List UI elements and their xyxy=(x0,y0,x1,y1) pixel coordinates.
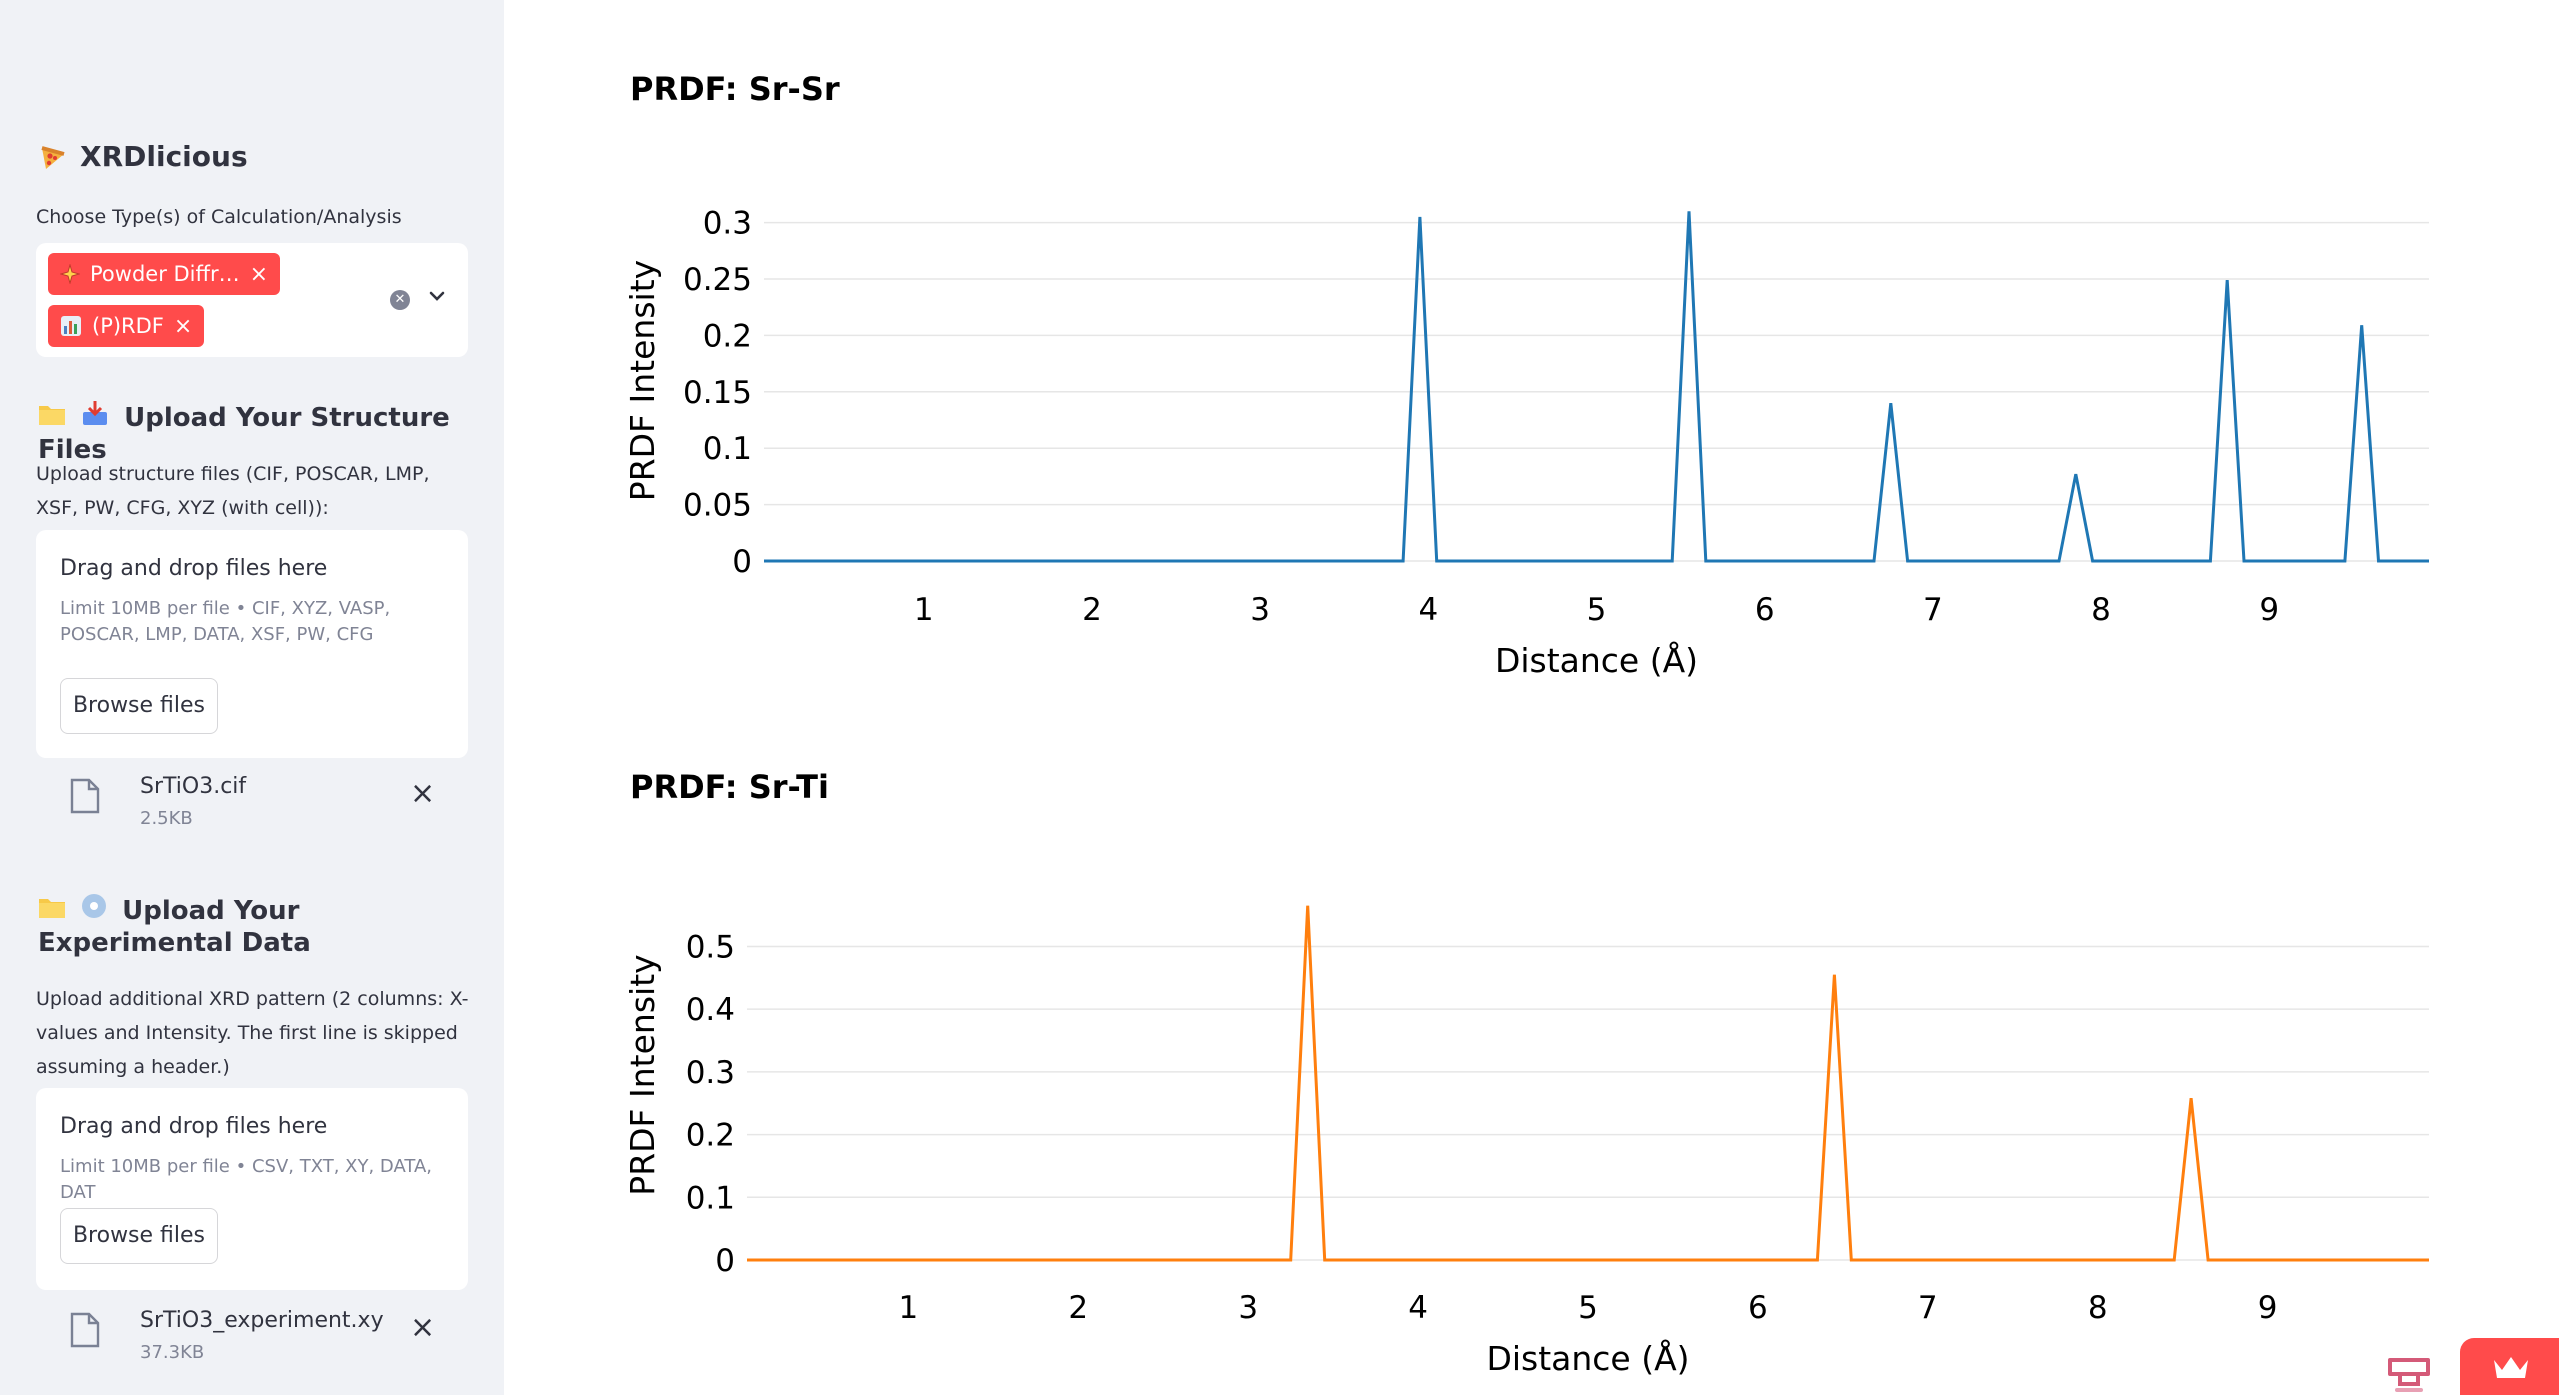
y-axis-label: PRDF Intensity xyxy=(623,260,662,501)
chart-title-sr-sr: PRDF: Sr-Sr xyxy=(630,70,840,108)
structure-dropzone[interactable]: Drag and drop files here Limit 10MB per … xyxy=(36,530,468,758)
x-tick-label: 2 xyxy=(1082,592,1102,628)
file-size: 37.3KB xyxy=(140,1342,205,1363)
file-icon xyxy=(70,1312,100,1348)
sparkle-icon xyxy=(60,264,80,284)
dropzone-title: Drag and drop files here xyxy=(60,556,328,581)
pizza-icon xyxy=(41,145,65,169)
chip-powder-diffraction[interactable]: Powder Diffr… × xyxy=(48,253,281,295)
crown-icon xyxy=(2494,1357,2528,1378)
uploaded-file-row: SrTiO3.cif 2.5KB × xyxy=(70,774,450,834)
sidebar: XRDlicious Choose Type(s) of Calculation… xyxy=(0,0,504,1395)
calculation-type-label: Choose Type(s) of Calculation/Analysis xyxy=(36,206,402,228)
y-axis-label: PRDF Intensity xyxy=(623,954,662,1195)
app-title-text: XRDlicious xyxy=(80,140,248,173)
bar-chart-icon xyxy=(61,316,81,336)
x-tick-label: 6 xyxy=(1755,592,1775,628)
y-tick-label: 0.1 xyxy=(703,431,752,467)
y-tick-label: 0 xyxy=(715,1243,735,1279)
y-tick-label: 0.15 xyxy=(683,375,752,411)
y-tick-label: 0.5 xyxy=(686,929,735,965)
x-tick-label: 9 xyxy=(2259,592,2279,628)
x-tick-label: 5 xyxy=(1587,592,1607,628)
remove-file-icon[interactable]: × xyxy=(410,776,436,811)
file-icon xyxy=(70,778,100,814)
x-tick-label: 3 xyxy=(1250,592,1270,628)
y-tick-label: 0.25 xyxy=(683,262,752,298)
structure-description: Upload structure files (CIF, POSCAR, LMP… xyxy=(36,463,430,519)
x-tick-label: 7 xyxy=(1918,1290,1938,1326)
app-title: XRDlicious xyxy=(38,140,248,173)
structure-section-title: Upload Your Structure Files xyxy=(38,400,504,466)
main-content: PRDF: Sr-Sr 0 0.05 0.1 0.15 0.2 0.25 0.3 1 2 3 4 5 6… xyxy=(504,0,2559,1395)
disc-icon xyxy=(81,894,116,926)
chip-label: (P)RDF xyxy=(92,314,164,338)
prdf-sr-sr-chart[interactable]: 0 0.05 0.1 0.15 0.2 0.25 0.3 1 2 3 4 5 6 7 8 9 Distance … xyxy=(504,150,2504,700)
chip-remove-icon[interactable]: × xyxy=(249,261,269,287)
series-line xyxy=(747,905,2429,1262)
chevron-down-icon[interactable] xyxy=(426,285,448,307)
dropzone-limit-text: Limit 10MB per file • CIF, XYZ, VASP, PO… xyxy=(60,598,391,645)
experimental-section-title-text: Upload Your Experimental Data xyxy=(38,896,311,958)
series-line xyxy=(764,211,2429,563)
x-tick-label: 1 xyxy=(914,592,934,628)
x-tick-label: 8 xyxy=(2091,592,2111,628)
x-tick-label: 6 xyxy=(1748,1290,1768,1326)
browse-files-button[interactable]: Browse files xyxy=(60,1208,218,1264)
experimental-section-title: Upload Your Experimental Data xyxy=(38,893,478,959)
prdf-sr-ti-chart[interactable]: 0 0.1 0.2 0.3 0.4 0.5 1 2 3 4 5 6 7 8 9 Distance (Å) PRD… xyxy=(504,850,2504,1395)
x-tick-label: 5 xyxy=(1578,1290,1598,1326)
remove-file-icon[interactable]: × xyxy=(410,1310,436,1345)
x-axis-label: Distance (Å) xyxy=(1486,1338,1689,1378)
experimental-dropzone[interactable]: Drag and drop files here Limit 10MB per … xyxy=(36,1088,468,1290)
x-tick-label: 7 xyxy=(1923,592,1943,628)
y-tick-label: 0.3 xyxy=(686,1055,735,1091)
chip-remove-icon[interactable]: × xyxy=(173,313,193,339)
clear-all-icon[interactable]: ✕ xyxy=(390,290,410,310)
y-tick-label: 0.05 xyxy=(683,488,752,524)
structure-section-title-text: Upload Your Structure Files xyxy=(38,403,450,465)
uploaded-file-row: SrTiO3_experiment.xy 37.3KB × xyxy=(70,1308,450,1368)
y-tick-label: 0.1 xyxy=(686,1180,735,1216)
chart-title-sr-ti: PRDF: Sr-Ti xyxy=(630,768,829,806)
streamlit-logo-icon[interactable] xyxy=(2386,1350,2432,1394)
y-tick-label: 0.4 xyxy=(686,992,735,1028)
calculation-type-multiselect[interactable]: Powder Diffr… × (P)RDF × ✕ xyxy=(36,243,468,357)
folder-icon xyxy=(38,403,75,433)
file-name: SrTiO3_experiment.xy xyxy=(140,1308,384,1333)
folder-icon xyxy=(38,896,75,926)
file-size: 2.5KB xyxy=(140,808,193,829)
x-tick-label: 8 xyxy=(2088,1290,2108,1326)
x-tick-label: 4 xyxy=(1408,1290,1428,1326)
x-axis-label: Distance (Å) xyxy=(1495,640,1698,680)
chip-label: Powder Diffr… xyxy=(90,262,240,286)
dropzone-limit-text: Limit 10MB per file • CSV, TXT, XY, DATA… xyxy=(60,1156,433,1203)
chip-prdf[interactable]: (P)RDF × xyxy=(48,305,205,347)
y-tick-label: 0 xyxy=(732,544,752,580)
inbox-tray-icon xyxy=(81,401,118,433)
x-tick-label: 1 xyxy=(899,1290,919,1326)
browse-files-button[interactable]: Browse files xyxy=(60,678,218,734)
x-tick-label: 4 xyxy=(1418,592,1438,628)
file-name: SrTiO3.cif xyxy=(140,774,247,799)
x-tick-label: 3 xyxy=(1238,1290,1258,1326)
x-tick-label: 2 xyxy=(1068,1290,1088,1326)
dropzone-title: Drag and drop files here xyxy=(60,1114,328,1139)
x-tick-label: 9 xyxy=(2258,1290,2278,1326)
deploy-button[interactable] xyxy=(2460,1338,2559,1395)
y-tick-label: 0.3 xyxy=(703,206,752,242)
y-tick-label: 0.2 xyxy=(703,318,752,354)
experimental-description: Upload additional XRD pattern (2 columns… xyxy=(36,988,469,1078)
y-tick-label: 0.2 xyxy=(686,1118,735,1154)
